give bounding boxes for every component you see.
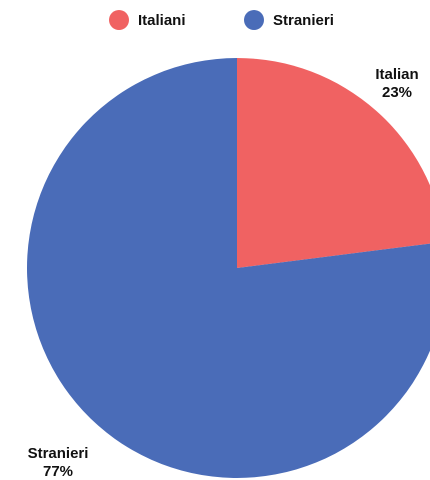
pie-slices (27, 58, 430, 478)
legend-item-stranieri[interactable]: Stranieri (244, 9, 334, 31)
legend-label-stranieri: Stranieri (273, 11, 334, 29)
pie-slice-stranieri[interactable] (27, 58, 430, 478)
pie-slice-labels: Italian 23% Stranieri 77% (28, 66, 419, 480)
legend-swatch-italiani (109, 10, 129, 30)
pie-slice-label-italiani: Italian 23% (375, 66, 418, 101)
pie-slice-label-value-italiani: 23% (382, 84, 412, 101)
pie-slice-label-value-stranieri: 77% (43, 463, 73, 480)
legend-label-italiani: Italiani (138, 11, 186, 29)
legend-item-italiani[interactable]: Italiani (109, 9, 186, 31)
pie-slice-label-name-italiani: Italian (375, 66, 418, 83)
legend-swatch-stranieri (244, 10, 264, 30)
chart-legend: Italiani Stranieri (0, 9, 430, 31)
pie-slice-label-stranieri: Stranieri 77% (28, 445, 89, 480)
pie-slice-label-name-stranieri: Stranieri (28, 445, 89, 462)
pie-slice-italiani[interactable] (237, 58, 430, 268)
